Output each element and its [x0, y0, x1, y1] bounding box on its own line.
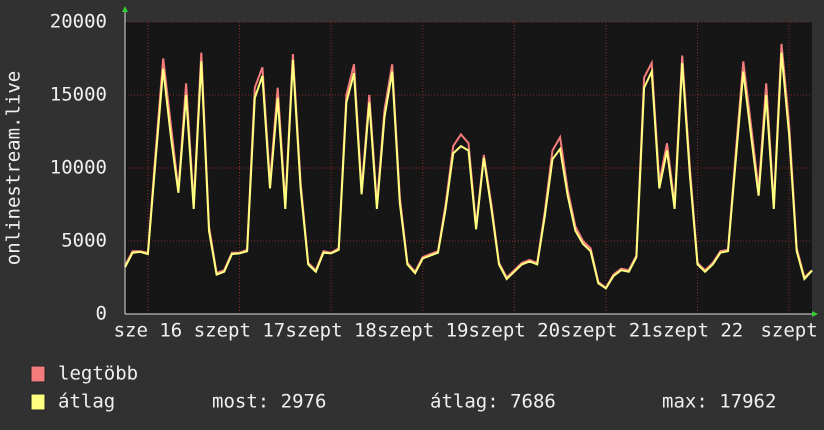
y-axis-label: onlinestream.live: [3, 71, 25, 265]
stat: átlag: 7686: [430, 391, 556, 413]
x-tick-label: szept 21: [560, 320, 652, 342]
series-line: [124, 52, 813, 290]
y-tick-label: 20000: [50, 11, 107, 33]
stat: max: 17962: [662, 391, 776, 413]
x-tick-label: sze 16: [114, 320, 183, 342]
x-tick-label: szept 19: [377, 320, 469, 342]
y-arrow: [122, 6, 128, 12]
legend-label: legtöbb: [58, 363, 138, 385]
x-tick-label: szept 22: [652, 320, 744, 342]
x-arrow: [812, 311, 818, 317]
legend-swatch: [30, 365, 46, 383]
legend-label: átlag: [58, 391, 115, 413]
plot-area: [125, 22, 812, 314]
x-tick-label: szept: [760, 320, 817, 342]
x-tick-label: szept 18: [285, 320, 377, 342]
stat: most: 2976: [212, 391, 326, 413]
y-tick-label: 0: [96, 303, 107, 325]
x-tick-label: szept 17: [194, 320, 286, 342]
legend-swatch: [30, 393, 46, 411]
y-tick-label: 5000: [61, 230, 107, 252]
x-tick-label: szept 20: [469, 320, 561, 342]
y-tick-label: 15000: [50, 84, 107, 106]
y-tick-label: 10000: [50, 157, 107, 179]
